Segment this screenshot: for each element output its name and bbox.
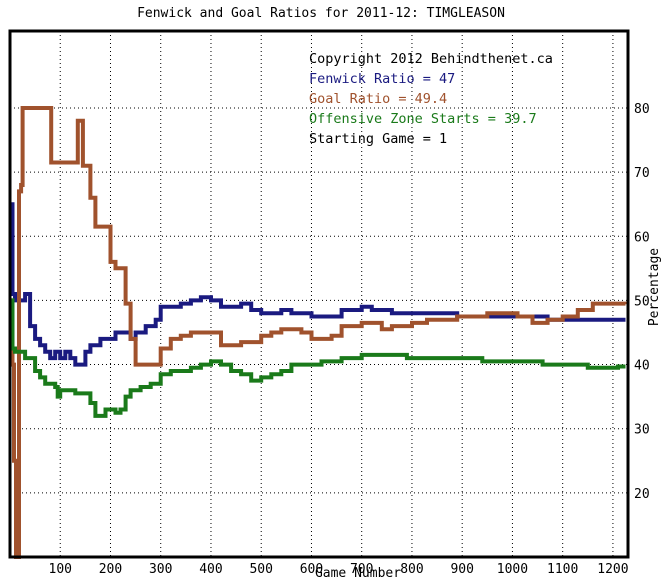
y-tick-label: 50 — [634, 294, 650, 309]
x-tick-label: 900 — [450, 562, 473, 577]
series-line-3 — [10, 298, 626, 418]
plot-frame — [8, 29, 630, 559]
series-line-1 — [10, 202, 626, 367]
annotation-line: Starting Game = 1 — [309, 131, 447, 147]
y-tick-labels: 20 30 40 50 60 70 80 — [634, 102, 650, 502]
x-tick-label: 800 — [400, 562, 423, 577]
y-tick-label: 70 — [634, 166, 650, 181]
x-tick-label: 200 — [99, 562, 122, 577]
y-tick-label: 20 — [634, 487, 650, 502]
x-axis-label: Game Number — [315, 566, 401, 580]
y-axis-label: Percentage — [647, 248, 662, 326]
series-line-2 — [10, 106, 628, 559]
series-group — [10, 106, 628, 559]
x-tick-label: 1100 — [547, 562, 578, 577]
x-tick-label: 1000 — [497, 562, 528, 577]
x-tick-label: 500 — [249, 562, 272, 577]
x-tick-label: 400 — [199, 562, 222, 577]
plot-background — [10, 31, 628, 557]
y-tick-label: 60 — [634, 230, 650, 245]
x-tick-label: 300 — [149, 562, 172, 577]
x-tick-label: 1200 — [597, 562, 628, 577]
annotations: Copyright 2012 Behindthenet.ca Fenwick Ra… — [309, 51, 553, 147]
annotation-line: Fenwick Ratio = 47 — [309, 71, 455, 87]
x-tick-labels: 100 200 300 400 500 600 700 800 900 1000 1100 1200 — [49, 562, 629, 577]
annotation-line: Goal Ratio = 49.4 — [309, 91, 447, 107]
y-tick-label: 40 — [634, 359, 650, 374]
y-tick-label: 80 — [634, 102, 650, 117]
x-tick-label: 600 — [300, 562, 323, 577]
x-tick-label: 100 — [49, 562, 72, 577]
annotation-line: Offensive Zone Starts = 39.7 — [309, 111, 537, 127]
y-tick-label: 30 — [634, 423, 650, 438]
chart-title: Fenwick and Goal Ratios for 2011-12: TIM… — [137, 6, 505, 21]
annotation-line: Copyright 2012 Behindthenet.ca — [309, 51, 553, 67]
x-tick-label: 700 — [350, 562, 373, 577]
